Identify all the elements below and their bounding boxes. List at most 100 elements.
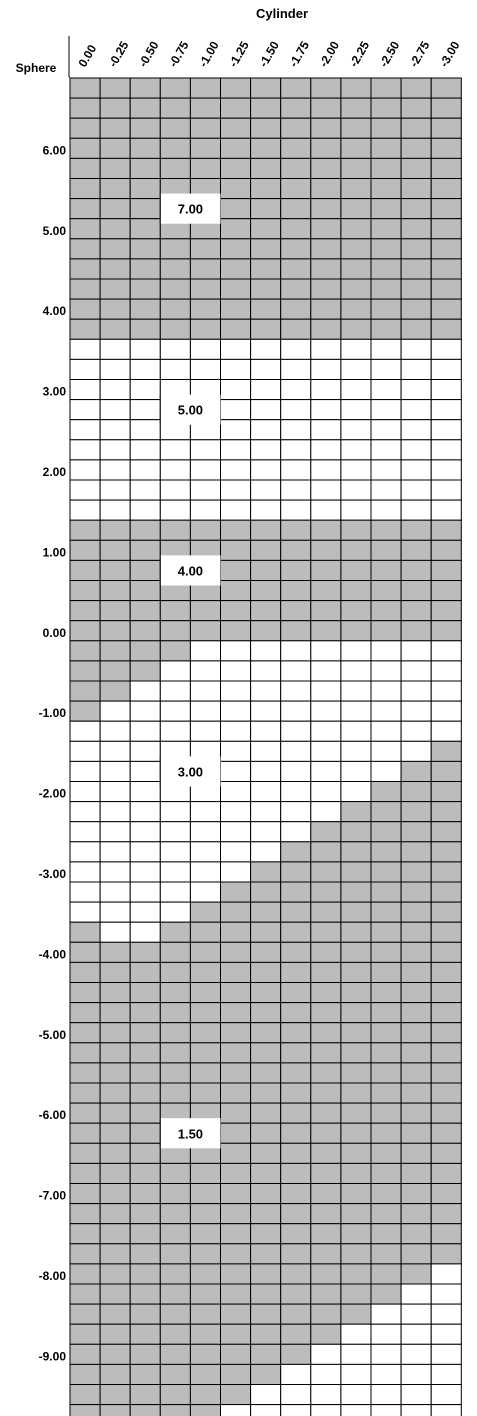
grid-cell (250, 1243, 282, 1265)
grid-cell (280, 1062, 312, 1084)
grid-cell (159, 439, 191, 461)
grid-cell (250, 519, 282, 541)
grid-cell (400, 901, 432, 923)
grid-cell (310, 479, 342, 501)
grid-cell (159, 1283, 191, 1305)
grid-cell (189, 640, 221, 662)
grid-cell (370, 1022, 402, 1044)
grid-cell (129, 1343, 161, 1365)
grid-cell (430, 97, 462, 119)
grid-cell (370, 439, 402, 461)
grid-cell (99, 278, 131, 300)
grid-cell (310, 1263, 342, 1285)
grid-cell (430, 941, 462, 963)
grid-cell (129, 1223, 161, 1245)
grid-cell (430, 982, 462, 1004)
grid-cell (129, 358, 161, 380)
grid-cell (129, 97, 161, 119)
grid-cell (400, 439, 432, 461)
grid-cell (370, 77, 402, 99)
grid-cell (250, 821, 282, 843)
grid-cell (69, 1203, 101, 1225)
grid-cell (159, 700, 191, 722)
grid-cell (99, 861, 131, 883)
grid-cell (370, 680, 402, 702)
grid-cell (129, 941, 161, 963)
grid-cell (220, 1102, 252, 1124)
grid-cell (250, 157, 282, 179)
grid-cell (250, 1183, 282, 1205)
grid-cell (250, 278, 282, 300)
grid-cell (99, 941, 131, 963)
grid-cell (250, 399, 282, 421)
grid-cell (430, 1343, 462, 1365)
grid-cell (280, 298, 312, 320)
grid-cell (400, 1002, 432, 1024)
grid-cell (310, 539, 342, 561)
grid-cell (280, 178, 312, 200)
grid-cell (220, 1162, 252, 1185)
grid-cell (250, 1303, 282, 1325)
grid-cell (69, 178, 101, 200)
grid-cell (189, 77, 221, 99)
grid-cell (99, 1002, 131, 1024)
grid-cell (430, 178, 462, 200)
grid-cell (159, 1363, 191, 1386)
grid-cell (310, 841, 342, 863)
sphere-tick-label: -3.00 (39, 867, 67, 881)
grid-cell (400, 1223, 432, 1245)
grid-cell (69, 881, 101, 903)
zone-labels: 7.00 5.00 4.00 3.00 1.50 (159, 193, 221, 1149)
grid-cell (430, 841, 462, 863)
grid-cell (159, 1343, 191, 1365)
grid-cell (99, 1303, 131, 1325)
grid-cell (280, 901, 312, 923)
grid-cell (220, 178, 252, 200)
grid-cell (310, 640, 342, 662)
grid-cell (430, 459, 462, 481)
grid-cell (340, 1062, 372, 1084)
grid-cell (340, 77, 372, 99)
grid-cell (99, 258, 131, 280)
grid-cell (370, 1363, 402, 1386)
grid-cell (220, 439, 252, 461)
grid-cell (220, 841, 252, 863)
grid-cell (250, 1343, 282, 1365)
grid-cell (220, 1042, 252, 1064)
grid-cell (69, 318, 101, 340)
grid-cell (310, 559, 342, 582)
grid-cell (69, 399, 101, 421)
grid-cell (430, 218, 462, 240)
grid-cell (280, 137, 312, 159)
grid-cell (370, 620, 402, 642)
grid-cell (340, 1323, 372, 1345)
grid-cell (220, 821, 252, 843)
grid-cell (220, 137, 252, 159)
grid-cell (370, 1062, 402, 1084)
grid-cell (189, 841, 221, 863)
grid-cell (159, 1002, 191, 1024)
grid-cell (250, 680, 282, 702)
grid-cell (99, 1323, 131, 1345)
grid-cell (159, 1243, 191, 1265)
grid-cell (280, 1223, 312, 1245)
grid-cell (310, 921, 342, 943)
grid-cell (99, 1263, 131, 1285)
grid-cell (310, 941, 342, 963)
grid-cell (69, 1384, 101, 1406)
grid-cell (280, 1303, 312, 1325)
grid-cell (400, 720, 432, 742)
zone-label: 1.50 (159, 1118, 221, 1149)
grid-cell (159, 117, 191, 139)
grid-cell (189, 921, 221, 943)
grid-cell (340, 640, 372, 662)
grid-cell (159, 1162, 191, 1185)
grid-cell (370, 379, 402, 401)
grid-cell (400, 1122, 432, 1144)
grid-cell (129, 1022, 161, 1044)
grid-cell (400, 680, 432, 702)
grid-cell (310, 358, 342, 380)
grid-cell (189, 238, 221, 260)
grid-cell (220, 580, 252, 602)
grid-cell (69, 1363, 101, 1386)
